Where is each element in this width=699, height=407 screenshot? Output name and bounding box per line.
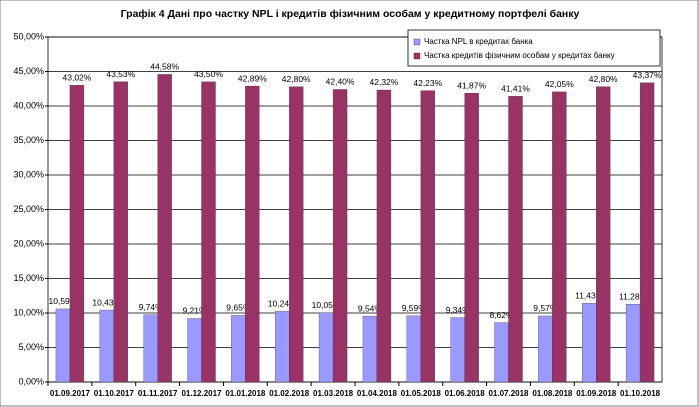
bar: [625, 304, 641, 383]
value-label: 11,43%: [575, 290, 604, 300]
x-tick-label: 01.10.2017: [94, 389, 135, 398]
value-label: 43,50%: [194, 69, 223, 79]
value-label: 9,59%: [402, 303, 427, 313]
x-tick-label: 01.09.2017: [50, 389, 91, 398]
bar: [187, 318, 202, 383]
y-tick-label: 20,00%: [13, 238, 44, 248]
bar: [245, 85, 260, 383]
x-tick-label: 01.11.2017: [138, 389, 178, 398]
value-label: 42,80%: [589, 74, 618, 84]
bar: [332, 89, 348, 383]
bar: [318, 312, 334, 383]
y-tick-label: 15,00%: [13, 273, 44, 283]
value-label: 9,54%: [358, 303, 383, 313]
bar: [55, 308, 71, 383]
value-label: 42,89%: [238, 73, 267, 83]
y-tick-label: 5,00%: [18, 342, 44, 352]
x-tick-label: 01.01.2018: [225, 389, 266, 398]
bar: [450, 317, 465, 383]
y-tick-label: 45,00%: [13, 66, 44, 76]
y-tick-label: 40,00%: [13, 100, 44, 110]
bar: [464, 92, 479, 383]
value-label: 42,40%: [326, 77, 355, 87]
bar: [289, 86, 304, 383]
value-label: 42,80%: [282, 74, 311, 84]
value-label: 10,59%: [49, 296, 78, 306]
bar: [639, 82, 655, 383]
value-label: 42,05%: [545, 79, 574, 89]
value-label: 10,05%: [312, 300, 341, 310]
legend-label: Частка кредитів фізичним особам у кредит…: [424, 51, 615, 60]
value-label: 9,21%: [182, 306, 207, 316]
chart-title: Графік 4 Дані про частку NPL і кредитів …: [121, 8, 580, 20]
bar: [157, 74, 172, 383]
legend-label: Частка NPL в кредитах банка: [424, 37, 533, 46]
value-label: 42,32%: [370, 77, 399, 87]
bar: [508, 96, 523, 383]
value-label: 41,87%: [457, 80, 486, 90]
x-tick-label: 01.12.2017: [181, 389, 222, 398]
value-label: 8,62%: [489, 310, 514, 320]
value-label: 10,24%: [268, 299, 297, 309]
bar: [552, 91, 567, 383]
x-tick-label: 01.09.2018: [576, 389, 617, 398]
bar: [420, 90, 435, 383]
x-tick-label: 01.08.2018: [532, 389, 573, 398]
value-label: 11,28%: [619, 291, 648, 301]
value-label: 9,65%: [226, 303, 251, 313]
value-label: 43,53%: [106, 69, 135, 79]
x-tick-label: 01.03.2018: [313, 389, 354, 398]
legend-swatch: [413, 52, 421, 60]
value-label: 9,34%: [446, 305, 471, 315]
bar: [113, 81, 128, 383]
bar: [376, 89, 392, 383]
value-label: 43,02%: [63, 72, 92, 82]
y-tick-label: 10,00%: [13, 307, 44, 317]
bar: [275, 311, 290, 383]
x-tick-label: 01.05.2018: [401, 389, 442, 398]
bar: [231, 315, 246, 383]
y-tick-label: 0,00%: [18, 376, 44, 386]
bar: [494, 322, 509, 383]
x-tick-label: 01.07.2018: [488, 389, 529, 398]
value-label: 10,43%: [92, 297, 121, 307]
y-tick-label: 35,00%: [13, 135, 44, 145]
bar: [143, 314, 158, 383]
bar: [406, 315, 421, 383]
value-label: 44,58%: [150, 62, 179, 72]
bar: [582, 302, 597, 383]
x-tick-label: 01.06.2018: [445, 389, 486, 398]
x-tick-label: 01.04.2018: [357, 389, 398, 398]
x-tick-label: 01.02.2018: [269, 389, 310, 398]
bar: [201, 81, 216, 383]
bar: [99, 309, 114, 383]
y-tick-label: 30,00%: [13, 169, 44, 179]
y-tick-label: 25,00%: [13, 204, 44, 214]
legend-swatch: [413, 38, 421, 46]
value-label: 41,41%: [501, 84, 530, 94]
legend-box: [407, 29, 661, 67]
y-tick-label: 50,00%: [13, 31, 44, 41]
value-label: 9,74%: [139, 302, 164, 312]
x-tick-label: 01.10.2018: [620, 389, 661, 398]
value-label: 42,23%: [413, 78, 442, 88]
bar: [538, 315, 553, 383]
value-label: 43,37%: [633, 70, 662, 80]
bar: [596, 86, 611, 383]
bar: [362, 316, 378, 383]
value-label: 9,57%: [533, 303, 558, 313]
bar: [69, 85, 85, 383]
